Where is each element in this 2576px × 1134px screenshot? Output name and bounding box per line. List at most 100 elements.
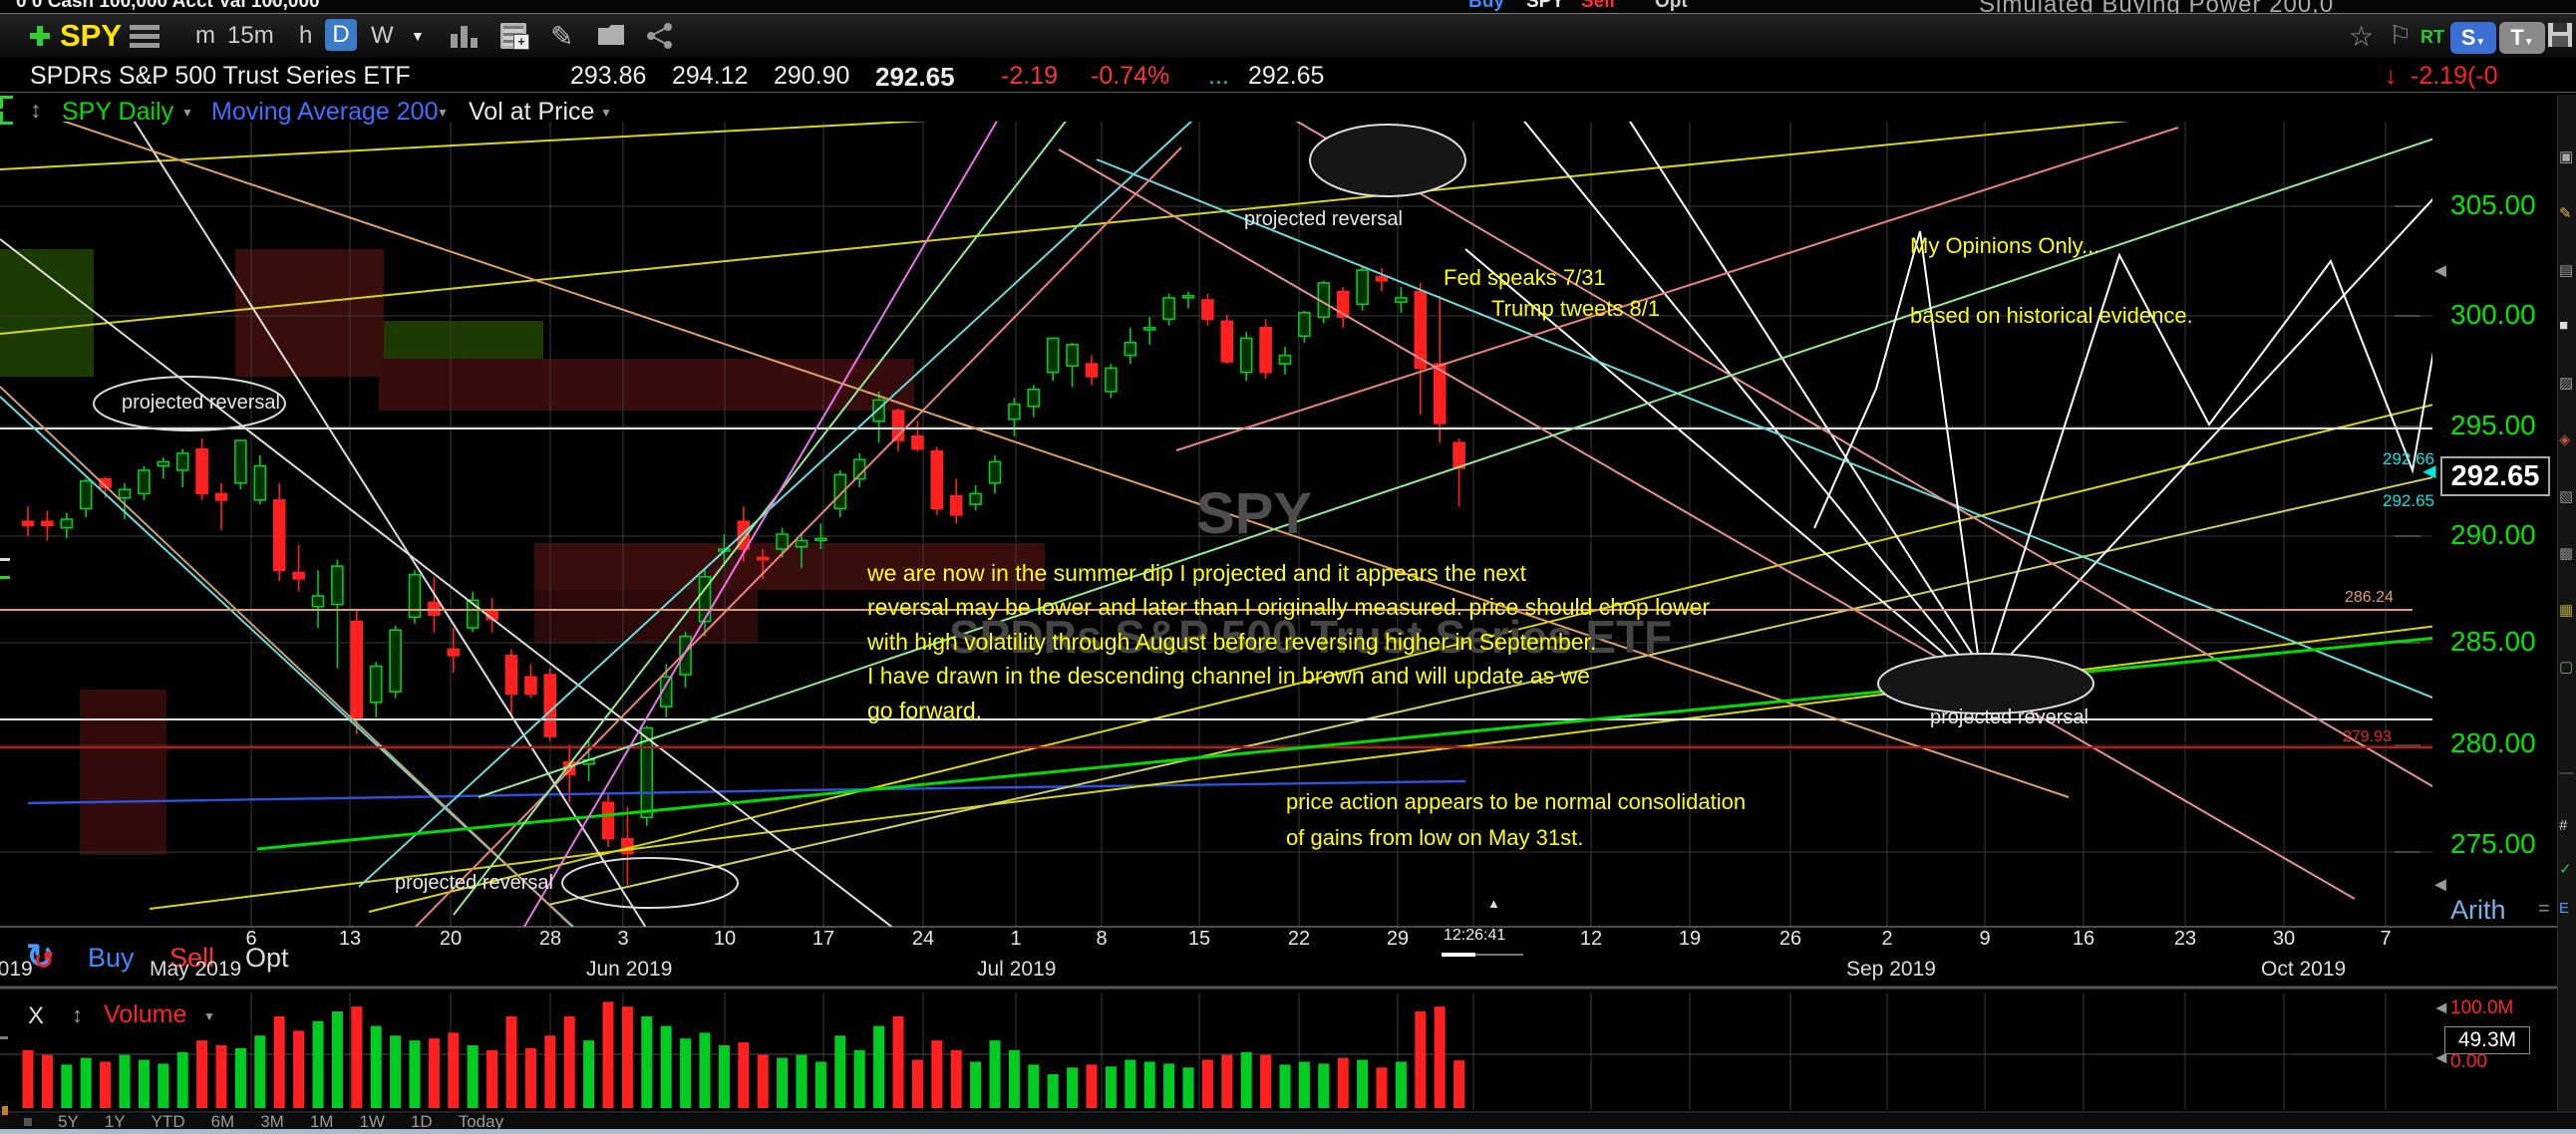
folder-icon[interactable] — [598, 25, 624, 45]
tf-15m[interactable]: 15m — [227, 22, 274, 49]
volume-bottom-label: 0.00 — [2450, 1051, 2487, 1072]
volume-resize-icon[interactable]: ↕ — [72, 1002, 83, 1027]
volume-top-label: 100.0M — [2450, 997, 2514, 1018]
e-tool-icon[interactable]: E — [2559, 900, 2570, 917]
tf-daily-active[interactable]: D — [325, 19, 357, 51]
volume-current-box: 49.3M — [2444, 1026, 2530, 1054]
add-symbol-icon[interactable] — [30, 26, 50, 46]
last-price-pointer-icon: ◄ — [2418, 458, 2440, 483]
vol-at-price-label[interactable]: Vol at Price — [469, 98, 595, 126]
pane-corner-icon — [0, 96, 13, 109]
volume-label[interactable]: Volume — [104, 1000, 187, 1028]
quote-low: 290.90 — [774, 62, 850, 90]
security-name: SPDRs S&P 500 Trust Series ETF — [30, 62, 411, 90]
left-edge-mark — [2, 1106, 8, 1115]
top-buy-button[interactable]: Buy — [1468, 0, 1504, 12]
chart-title[interactable]: SPY Daily — [62, 98, 174, 126]
range-1d[interactable]: 1D — [410, 1111, 433, 1131]
buy-button[interactable]: Buy — [88, 943, 135, 973]
drawing-tool-icon[interactable]: ▩ — [2559, 545, 2574, 562]
chart-type-icon[interactable] — [451, 26, 481, 48]
realtime-badge: RT — [2420, 27, 2444, 47]
condition-builder-icon[interactable]: + — [500, 23, 529, 50]
volume-caret-icon[interactable]: ▼ — [203, 1009, 215, 1023]
current-bar-marker-icon: ▲ — [1487, 896, 1500, 911]
account-caret-icon[interactable]: ▼ — [267, 0, 278, 6]
quote-last: 292.65 — [875, 62, 955, 92]
scale-label[interactable]: Arith — [2450, 895, 2506, 925]
range-1m[interactable]: 1M — [309, 1111, 334, 1131]
flag-icon[interactable]: ⚐ — [2389, 20, 2413, 50]
volume-close-button[interactable]: X — [28, 1002, 45, 1029]
save-icon[interactable] — [2548, 23, 2572, 47]
top-symbol: SPY — [1526, 0, 1565, 12]
indicator-label[interactable]: Moving Average 200 — [211, 98, 439, 126]
drawing-tool-icon[interactable]: ▧ — [2559, 488, 2574, 505]
tf-minute[interactable]: m — [195, 22, 215, 49]
range-1w[interactable]: 1W — [359, 1111, 385, 1131]
top-sell-button[interactable]: Sell — [1581, 0, 1615, 12]
opt-button[interactable]: Opt — [245, 943, 289, 973]
quote-dots: ... — [1208, 62, 1229, 90]
top-opt-button[interactable]: Opt — [1655, 0, 1688, 12]
share-icon[interactable] — [646, 22, 674, 50]
left-edge-tick — [0, 558, 10, 561]
drawing-tool-icon[interactable]: ◈ — [2559, 431, 2571, 448]
bid-label: 292.66 — [2383, 449, 2434, 468]
favorite-star-icon[interactable]: ☆ — [2349, 21, 2375, 52]
s-menu-button[interactable]: S▼ — [2450, 22, 2496, 54]
refresh-icon[interactable]: ↻ — [26, 938, 55, 976]
quote-open: 293.86 — [570, 62, 647, 90]
drawing-tool-icon[interactable]: ▦ — [2559, 602, 2574, 619]
pane-resize-icon[interactable]: ↕ — [30, 97, 42, 123]
drawing-tool-icon[interactable]: ▨ — [2559, 375, 2574, 392]
vol-at-price-caret-icon[interactable]: ▼ — [600, 106, 612, 120]
t-menu-button[interactable]: T▼ — [2499, 22, 2545, 54]
tf-hour[interactable]: h — [299, 22, 313, 49]
account-bar: 0 0 Cash 100,000 Acct Val 100,000 ▼ Buy … — [0, 0, 2576, 14]
axis-marker-icon: ◄ — [2430, 260, 2450, 282]
axis-marker-icon: ◄ — [2432, 1047, 2450, 1067]
hash-tool-icon[interactable]: # — [2559, 817, 2568, 834]
range-6m[interactable]: 6M — [210, 1111, 235, 1131]
range-bar-icon — [24, 1117, 32, 1126]
drawing-tool-icon[interactable]: ▣ — [2559, 148, 2574, 165]
strip-divider — [2559, 772, 2574, 774]
session-clock: 12:26:41 — [1444, 927, 1506, 944]
range-ytd[interactable]: YTD — [151, 1111, 185, 1131]
main-toolbar: SPY m 15m h D W ▼ + ✎ ☆ ⚐ RT S▼ T▼ — [0, 14, 2576, 58]
drawing-tool-icon[interactable]: ✎ — [2559, 205, 2572, 222]
quote-high: 294.12 — [672, 62, 749, 90]
refresh-icon-red: ↺ — [34, 948, 55, 975]
scale-options-icon[interactable]: = — [2538, 898, 2550, 920]
chart-title-caret-icon[interactable]: ▼ — [181, 106, 193, 120]
quote-row: SPDRs S&P 500 Trust Series ETF 293.86 29… — [0, 58, 2576, 93]
range-1y[interactable]: 1Y — [104, 1111, 126, 1131]
draw-pencil-icon[interactable]: ✎ — [550, 21, 574, 52]
indicator-caret-icon[interactable]: ▼ — [437, 106, 449, 120]
tf-weekly[interactable]: W — [371, 22, 394, 49]
pane-corner-icon — [0, 112, 13, 125]
range-today[interactable]: Today — [458, 1111, 504, 1131]
check-tool-icon[interactable]: ✓ — [2559, 861, 2572, 878]
axis-marker-icon: ◄ — [2432, 997, 2450, 1017]
quote-right-change: -2.19(-0 — [2411, 62, 2498, 90]
session-progress-bar — [1442, 953, 1475, 957]
symbol-label[interactable]: SPY — [60, 18, 123, 53]
window-bottom-edge — [0, 1129, 2576, 1134]
quote-last-2: 292.65 — [1248, 62, 1325, 90]
range-bar: 5Y 1Y YTD 6M 3M 1M 1W 1D Today — [0, 1111, 2576, 1131]
drawing-tool-icon[interactable]: ▢ — [2559, 659, 2574, 676]
sell-button[interactable]: Sell — [169, 943, 215, 973]
range-5y[interactable]: 5Y — [58, 1111, 79, 1131]
range-3m[interactable]: 3M — [260, 1111, 284, 1131]
symbol-watermark: SPY — [1196, 481, 1313, 546]
drawing-tool-icon[interactable]: ■ — [2559, 317, 2569, 334]
axis-marker-icon: ◄ — [2430, 874, 2450, 896]
tf-dropdown-icon[interactable]: ▼ — [411, 28, 425, 44]
watchlist-icon[interactable] — [130, 25, 160, 48]
drawing-tool-icon[interactable]: ▤ — [2559, 262, 2574, 279]
quote-change: -2.19 — [1001, 62, 1058, 90]
